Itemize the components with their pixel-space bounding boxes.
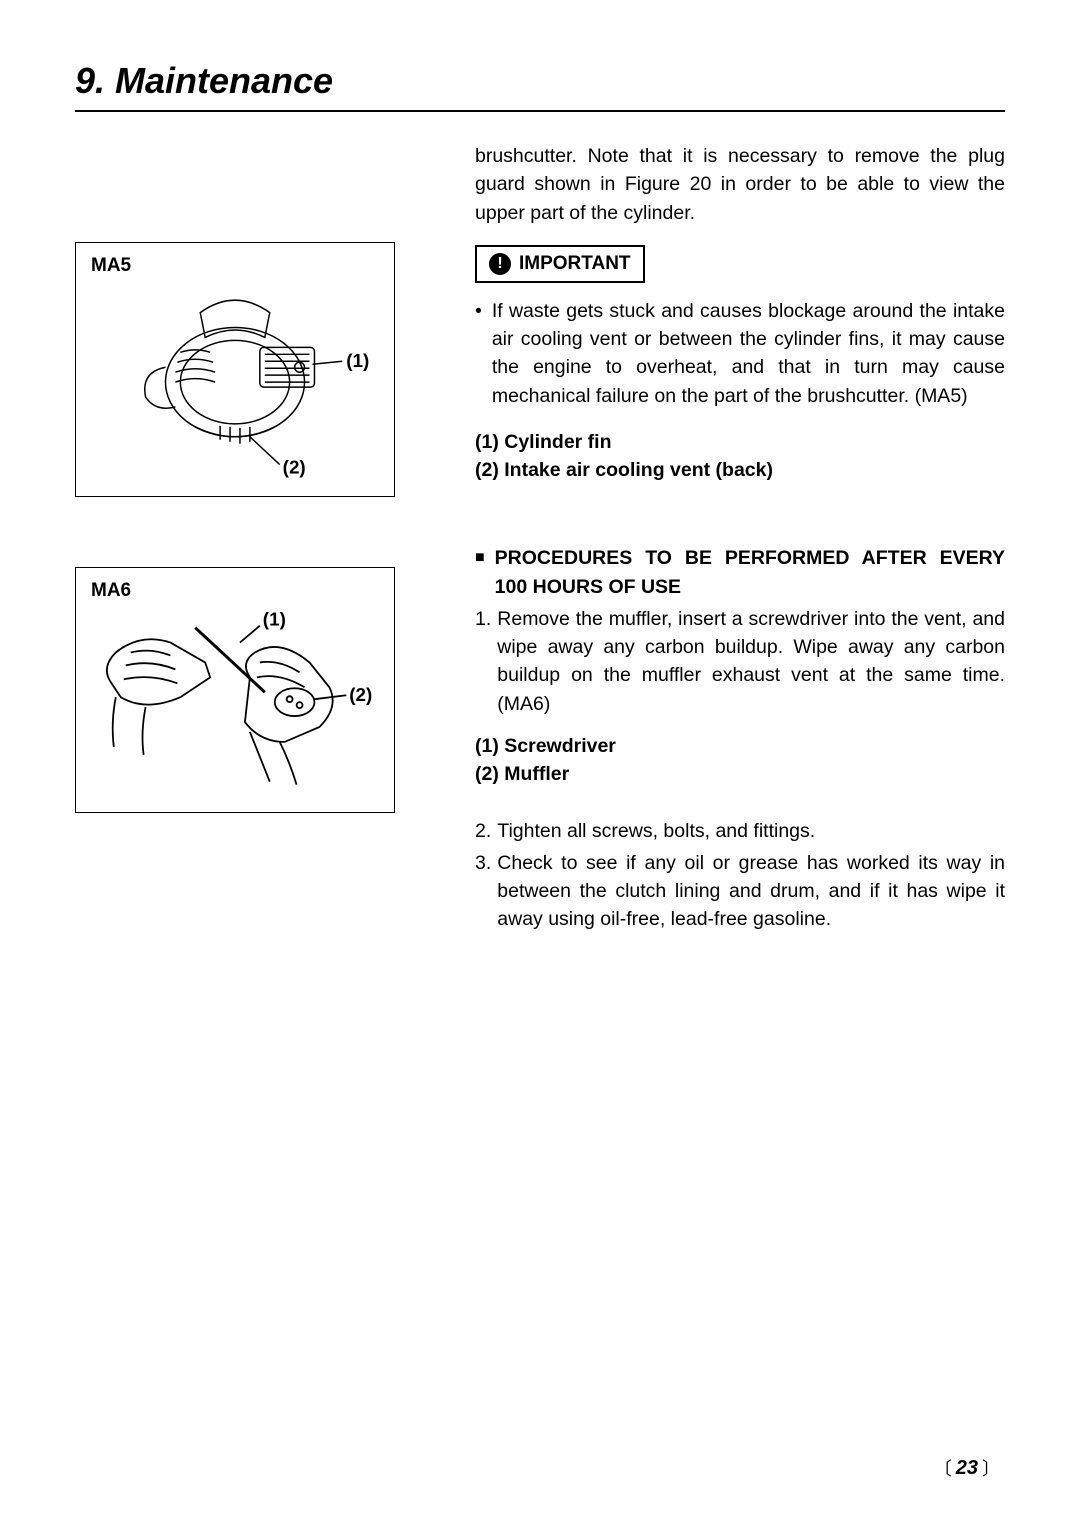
figure-ma5-label: MA5 <box>91 255 131 277</box>
bullet-marker: • <box>475 297 482 410</box>
step1-text: Remove the muffler, insert a screwdriver… <box>497 605 1005 718</box>
important-bullet-text: If waste gets stuck and causes blockage … <box>492 297 1005 410</box>
step-1: 1. Remove the muffler, insert a screwdri… <box>475 605 1005 718</box>
step2-text: Tighten all screws, bolts, and fittings. <box>497 817 815 845</box>
important-label: IMPORTANT <box>519 253 631 275</box>
page-number: 〔 23 〕 <box>934 1455 1000 1481</box>
step3-num: 3. <box>475 849 491 934</box>
figure-ma6-label: MA6 <box>91 580 131 602</box>
legend-ma5-item1: (1) Cylinder fin <box>475 428 1005 456</box>
step1-num: 1. <box>475 605 491 718</box>
right-column: brushcutter. Note that it is necessary t… <box>475 142 1005 938</box>
ma6-callout-2: (2) <box>349 685 372 706</box>
page-num-value: 23 <box>956 1457 978 1480</box>
step3-text: Check to see if any oil or grease has wo… <box>497 849 1005 934</box>
section-100h-title: PROCEDURES TO BE PERFORMED AFTER EVERY 1… <box>495 544 1005 601</box>
ma5-callout-1: (1) <box>346 350 369 371</box>
legend-ma5-item2: (2) Intake air cooling vent (back) <box>475 456 1005 484</box>
important-bullet: • If waste gets stuck and causes blockag… <box>475 297 1005 410</box>
content-wrapper: MA5 <box>75 142 1005 938</box>
title-rule <box>75 110 1005 112</box>
legend-ma6-item2: (2) Muffler <box>475 760 1005 788</box>
ma5-callout-2: (2) <box>283 457 306 478</box>
alert-icon: ! <box>489 253 511 275</box>
figure-ma6-diagram: (1) (2) <box>86 578 384 797</box>
ma6-callout-1: (1) <box>263 609 286 630</box>
figure-ma6: MA6 <box>75 567 395 813</box>
brace-right: 〕 <box>982 1455 1000 1481</box>
legend-ma5: (1) Cylinder fin (2) Intake air cooling … <box>475 428 1005 485</box>
section-100h-header: ■ PROCEDURES TO BE PERFORMED AFTER EVERY… <box>475 544 1005 601</box>
left-column: MA5 <box>75 142 445 938</box>
step-3: 3. Check to see if any oil or grease has… <box>475 849 1005 934</box>
important-box: ! IMPORTANT <box>475 245 645 283</box>
step-2: 2. Tighten all screws, bolts, and fittin… <box>475 817 1005 845</box>
page-title: 9. Maintenance <box>75 60 1005 102</box>
square-marker: ■ <box>475 544 485 601</box>
step2-num: 2. <box>475 817 491 845</box>
intro-text: brushcutter. Note that it is necessary t… <box>475 142 1005 227</box>
figure-ma5-diagram: (1) (2) <box>86 253 384 481</box>
brace-left: 〔 <box>934 1455 952 1481</box>
figure-ma5: MA5 <box>75 242 395 497</box>
legend-ma6-item1: (1) Screwdriver <box>475 732 1005 760</box>
legend-ma6: (1) Screwdriver (2) Muffler <box>475 732 1005 789</box>
